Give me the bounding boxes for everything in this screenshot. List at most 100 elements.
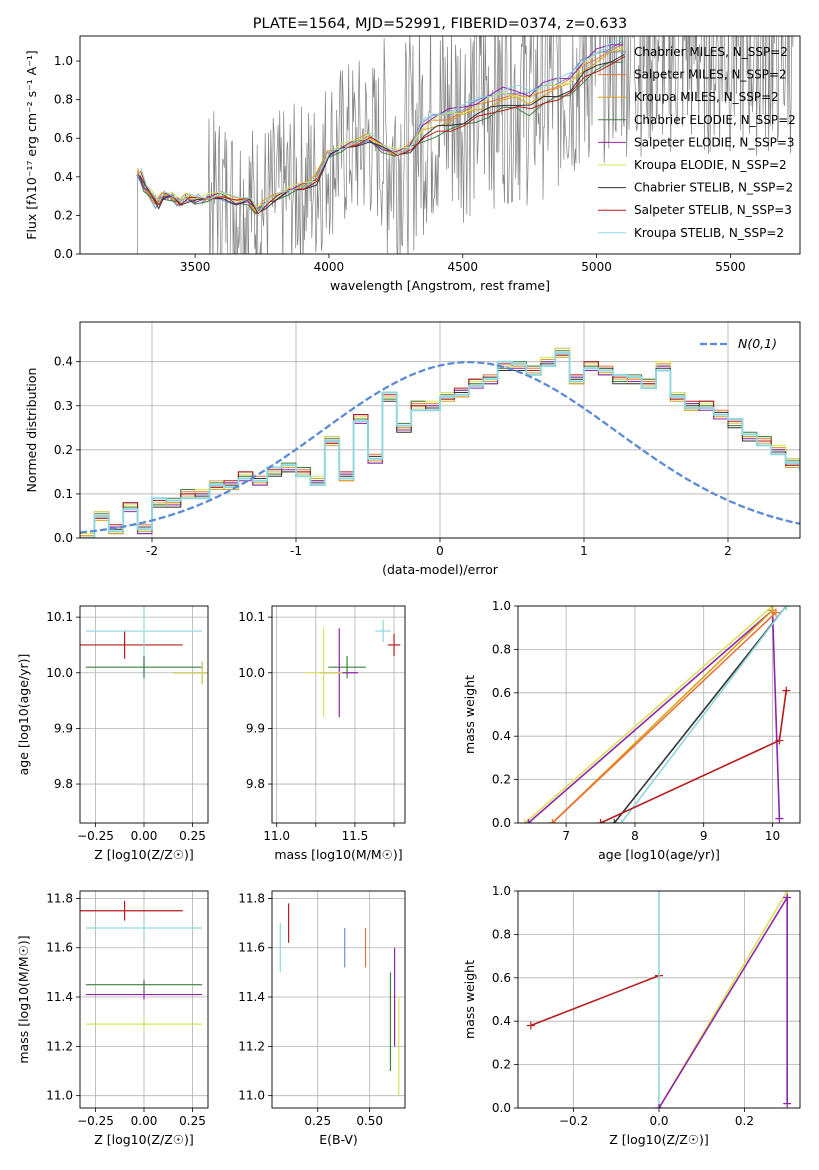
- plot-area: [80, 900, 203, 1030]
- axes-frame: [79, 321, 801, 539]
- x-tick-label: 4500: [447, 260, 478, 274]
- legend-entry: Kroupa ELODIE, N_SSP=2: [634, 158, 787, 172]
- y-tick-label: 0.4: [54, 355, 73, 369]
- x-axis-label: wavelength [Angstrom, rest frame]: [330, 278, 550, 293]
- x-tick-label: 0.25: [179, 829, 206, 843]
- mass-weight-line: [613, 606, 787, 823]
- x-axis-label: Z [log10(Z/Z☉)]: [94, 847, 194, 862]
- plot-area: [80, 606, 208, 684]
- histogram-step-line: [80, 347, 800, 538]
- histogram-step-line: [80, 347, 800, 535]
- model-series-line: [140, 37, 626, 214]
- x-tick-label: 0.25: [179, 1114, 206, 1128]
- y-tick-label: 0.1: [54, 487, 73, 501]
- plot-area: [526, 891, 792, 1108]
- x-tick-label: -1: [290, 544, 302, 558]
- y-tick-label: 1.0: [54, 54, 73, 68]
- mass-weight-marker: [775, 736, 784, 745]
- y-tick-label: 0.8: [492, 642, 511, 656]
- mass-weight-marker: [610, 819, 619, 823]
- x-tick-label: 9: [700, 829, 708, 843]
- y-tick-label: 0.4: [54, 170, 73, 184]
- axes-frame: [79, 605, 209, 824]
- y-tick-label: 0.2: [492, 773, 511, 787]
- mass-weight-line: [530, 974, 660, 1027]
- mass-weight-marker: [520, 819, 529, 823]
- x-tick-label: 10: [765, 829, 780, 843]
- mass-weight-marker: [782, 606, 791, 610]
- y-tick-label: 0.2: [54, 208, 73, 222]
- mass-vs-reddening-panel: 0.25 0.50 11.0 11.2 11.4 11.6 11.8 E(B-V): [238, 890, 406, 1147]
- x-tick-label: 0.0: [649, 1114, 668, 1128]
- x-tick-label: −0.25: [77, 829, 114, 843]
- y-tick-label: 9.8: [54, 777, 73, 791]
- mass-weight-line: [551, 611, 777, 823]
- x-tick-label: 3500: [180, 260, 211, 274]
- y-tick-label: 11.8: [46, 891, 73, 905]
- y-tick-label: 9.8: [246, 777, 265, 791]
- model-series-line: [140, 55, 626, 215]
- x-tick-label: 5500: [715, 260, 746, 274]
- plot-area: [279, 903, 400, 1096]
- x-tick-label: 11.0: [263, 829, 290, 843]
- histogram-step-line: [80, 350, 800, 538]
- y-tick-label: 0.0: [492, 816, 511, 830]
- mass-weight-line: [600, 690, 787, 823]
- age-vs-metallicity-panel: −0.25 0.00 0.25 9.8 9.9 10.0 10.1 Z [log10(Z/Z☉…: [16, 605, 209, 862]
- x-tick-label: 2: [724, 544, 732, 558]
- x-axis-label: Z [log10(Z/Z☉)]: [94, 1132, 194, 1147]
- y-tick-label: 10.0: [238, 666, 265, 680]
- y-tick-label: 0.6: [492, 971, 511, 985]
- x-tick-label: 0.2: [735, 1114, 754, 1128]
- y-tick-label: 11.0: [238, 1089, 265, 1103]
- y-tick-label: 10.1: [238, 610, 265, 624]
- legend-entry: Salpeter MILES, N_SSP=2: [634, 68, 787, 82]
- y-tick-label: 11.8: [238, 891, 265, 905]
- y-tick-label: 10.0: [46, 666, 73, 680]
- y-tick-label: 0.0: [492, 1101, 511, 1115]
- x-axis-label: Z [log10(Z/Z☉)]: [609, 1132, 709, 1147]
- mass-weight-vs-age-panel: 7 8 9 10 0.0 0.2 0.4 0.6 0.8 1.0 age [log10(age/yr…: [462, 599, 801, 862]
- x-tick-label: 0.50: [356, 1114, 383, 1128]
- mass-weight-marker: [775, 814, 784, 823]
- y-tick-label: 0.3: [54, 399, 73, 413]
- mass-weight-line: [620, 606, 787, 823]
- legend-entry: Chabrier STELIB, N_SSP=2: [634, 181, 793, 195]
- y-tick-label: 9.9: [246, 721, 265, 735]
- x-tick-label: −0.2: [559, 1114, 588, 1128]
- x-tick-label: −0.25: [77, 1114, 114, 1128]
- y-tick-label: 0.2: [492, 1058, 511, 1072]
- y-tick-label: 0.8: [492, 927, 511, 941]
- model-series-line: [138, 47, 625, 208]
- normal-distribution-curve: [80, 360, 800, 534]
- y-tick-label: 1.0: [492, 599, 511, 613]
- y-tick-label: 1.0: [492, 884, 511, 898]
- mass-weight-marker: [617, 819, 626, 823]
- spectrum-data-line: [120, 36, 794, 254]
- mass-weight-marker: [655, 891, 663, 895]
- x-axis-label: (data-model)/error: [382, 562, 499, 577]
- y-tick-label: 11.4: [46, 990, 73, 1004]
- y-tick-label: 10.1: [46, 610, 73, 624]
- mass-vs-metallicity-panel: −0.25 0.00 0.25 11.0 11.2 11.4 11.6 11.8 Z [log1…: [16, 890, 209, 1147]
- legend-entry: Chabrier MILES, N_SSP=2: [634, 45, 788, 59]
- y-axis-label: Normed distribution: [24, 368, 39, 493]
- y-axis-label: mass weight: [462, 675, 477, 754]
- x-tick-label: -2: [146, 544, 158, 558]
- plot-area: [520, 606, 791, 823]
- y-tick-label: 11.0: [46, 1089, 73, 1103]
- axes-frame: [271, 890, 406, 1109]
- mass-weight-marker: [782, 686, 791, 695]
- legend-entry: Salpeter ELODIE, N_SSP=3: [634, 135, 795, 149]
- y-tick-label: 0.8: [54, 93, 73, 107]
- x-tick-label: 0.00: [131, 829, 158, 843]
- plot-area: [304, 619, 401, 718]
- spectrum-panel: 3500 4000 4500 5000 5500 0.0 0.2 0.4 0.6 0.8 1.0 wa…: [24, 16, 801, 293]
- x-axis-label: age [log10(age/yr)]: [598, 847, 720, 862]
- x-tick-label: 8: [631, 829, 639, 843]
- histogram-step-line: [80, 354, 800, 538]
- y-tick-label: 0.2: [54, 443, 73, 457]
- mass-weight-marker: [783, 1099, 792, 1108]
- legend-entry: Chabrier ELODIE, N_SSP=2: [634, 113, 796, 127]
